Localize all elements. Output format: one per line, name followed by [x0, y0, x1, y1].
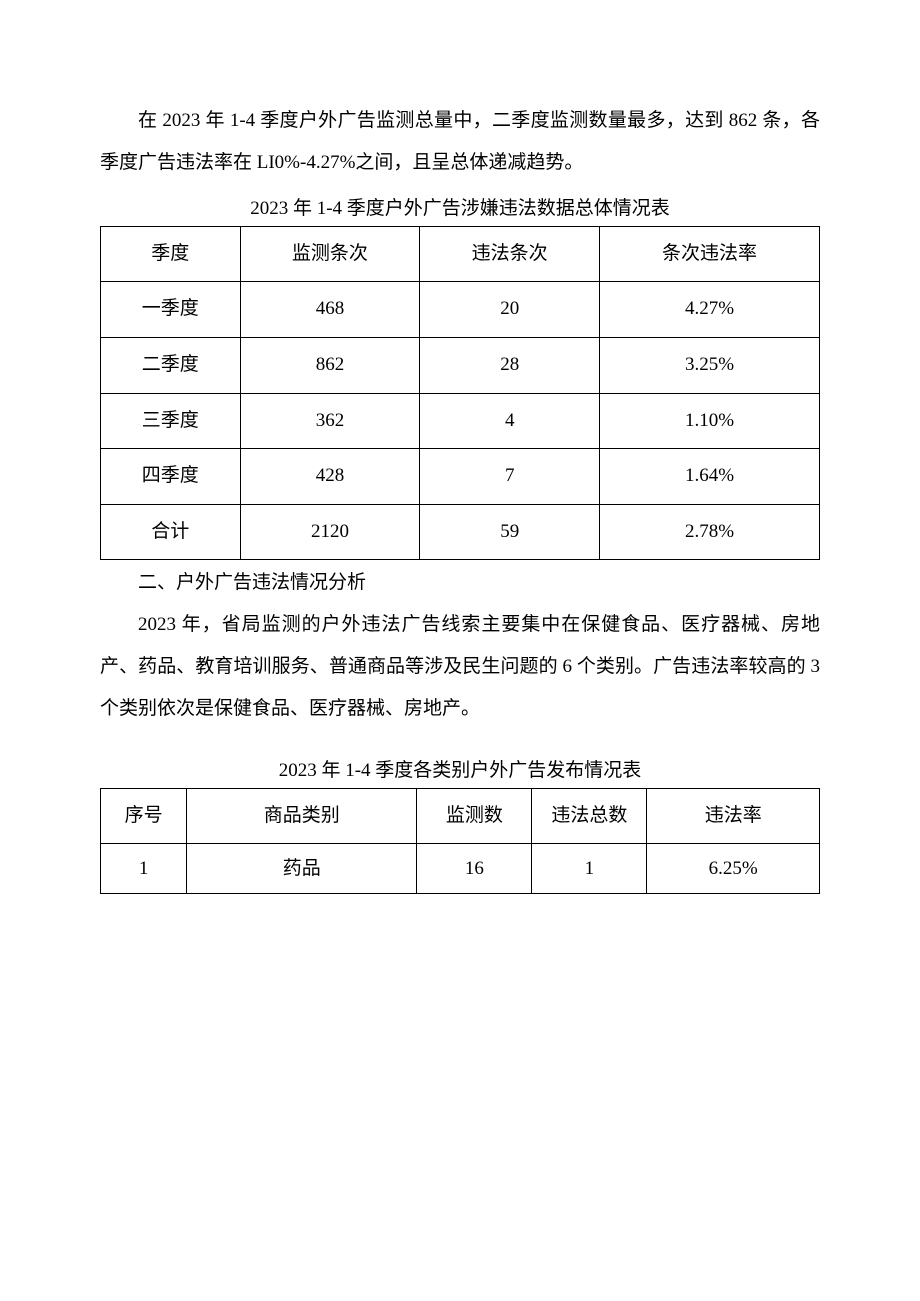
- table-cell: 468: [240, 282, 420, 338]
- table-cell: 二季度: [101, 337, 241, 393]
- table-cell: 1.64%: [600, 449, 820, 505]
- table-row: 三季度 362 4 1.10%: [101, 393, 820, 449]
- section-heading: 二、户外广告违法情况分析: [100, 562, 820, 604]
- table-cell: 6.25%: [647, 843, 820, 894]
- table-cell: 1: [532, 843, 647, 894]
- category-publication-table: 序号 商品类别 监测数 违法总数 违法率 1 药品 16 1 6.25%: [100, 788, 820, 895]
- table-cell: 862: [240, 337, 420, 393]
- table-row: 二季度 862 28 3.25%: [101, 337, 820, 393]
- table-header-cell: 监测条次: [240, 226, 420, 282]
- table-cell: 合计: [101, 504, 241, 560]
- table-row: 一季度 468 20 4.27%: [101, 282, 820, 338]
- table-header-cell: 违法率: [647, 788, 820, 843]
- table-header-row: 序号 商品类别 监测数 违法总数 违法率: [101, 788, 820, 843]
- table-header-row: 季度 监测条次 违法条次 条次违法率: [101, 226, 820, 282]
- table-cell: 428: [240, 449, 420, 505]
- table-cell: 2120: [240, 504, 420, 560]
- table-cell: 3.25%: [600, 337, 820, 393]
- table-cell: 三季度: [101, 393, 241, 449]
- table-cell: 1: [101, 843, 187, 894]
- quarterly-violation-table: 季度 监测条次 违法条次 条次违法率 一季度 468 20 4.27% 二季度 …: [100, 226, 820, 561]
- table-cell: 28: [420, 337, 600, 393]
- table-header-cell: 违法总数: [532, 788, 647, 843]
- table-row: 四季度 428 7 1.64%: [101, 449, 820, 505]
- table-header-cell: 条次违法率: [600, 226, 820, 282]
- table-cell: 4.27%: [600, 282, 820, 338]
- table-cell: 20: [420, 282, 600, 338]
- table-row: 合计 2120 59 2.78%: [101, 504, 820, 560]
- table-row: 1 药品 16 1 6.25%: [101, 843, 820, 894]
- table-header-cell: 序号: [101, 788, 187, 843]
- table-header-cell: 违法条次: [420, 226, 600, 282]
- table-header-cell: 商品类别: [187, 788, 417, 843]
- table-cell: 7: [420, 449, 600, 505]
- table-cell: 362: [240, 393, 420, 449]
- table-cell: 药品: [187, 843, 417, 894]
- table2-caption: 2023 年 1-4 季度各类别户外广告发布情况表: [100, 754, 820, 788]
- spacer: [100, 738, 820, 750]
- table-cell: 16: [417, 843, 532, 894]
- table-header-cell: 监测数: [417, 788, 532, 843]
- table-cell: 4: [420, 393, 600, 449]
- table-cell: 2.78%: [600, 504, 820, 560]
- analysis-paragraph: 2023 年，省局监测的户外违法广告线索主要集中在保健食品、医疗器械、房地产、药…: [100, 604, 820, 729]
- table-cell: 59: [420, 504, 600, 560]
- table-cell: 四季度: [101, 449, 241, 505]
- table-cell: 1.10%: [600, 393, 820, 449]
- table-header-cell: 季度: [101, 226, 241, 282]
- table-cell: 一季度: [101, 282, 241, 338]
- table1-caption: 2023 年 1-4 季度户外广告涉嫌违法数据总体情况表: [100, 192, 820, 226]
- intro-paragraph: 在 2023 年 1-4 季度户外广告监测总量中，二季度监测数量最多，达到 86…: [100, 100, 820, 184]
